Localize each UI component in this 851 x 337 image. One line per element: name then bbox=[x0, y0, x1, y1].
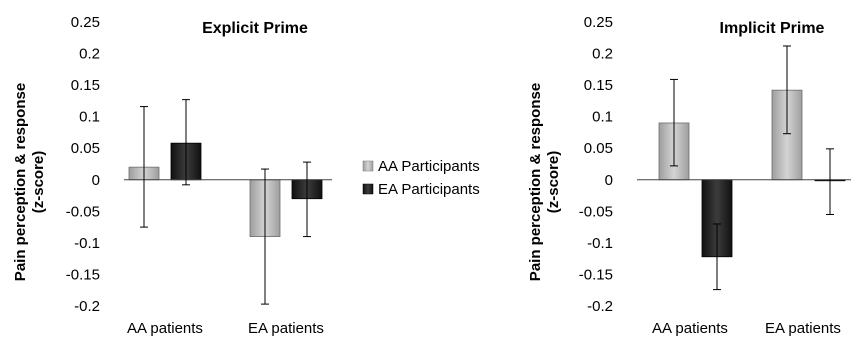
y-tick-label: 0.1 bbox=[79, 109, 100, 126]
y-tick-label: -0.1 bbox=[587, 235, 613, 252]
y-tick-label: -0.05 bbox=[66, 203, 100, 220]
y-tick-label: -0.2 bbox=[74, 298, 100, 315]
legend: AA Participants EA Participants bbox=[362, 158, 480, 198]
category-label: EA patients bbox=[248, 320, 324, 337]
y-tick-label: 0.1 bbox=[592, 109, 613, 126]
y-tick-label: 0.05 bbox=[584, 140, 613, 157]
chart-implicit-prime: Implicit Prime Pain perception & respons… bbox=[527, 14, 851, 337]
legend-swatch-ea bbox=[362, 183, 374, 195]
y-tick-label: 0.15 bbox=[71, 77, 100, 94]
legend-label: EA Participants bbox=[378, 181, 480, 198]
y-tick-label: 0.15 bbox=[584, 77, 613, 94]
y-tick-label: -0.15 bbox=[579, 266, 613, 283]
category-label: AA patients bbox=[652, 320, 728, 337]
y-tick-label: 0.05 bbox=[71, 140, 100, 157]
y-tick-label: 0 bbox=[92, 172, 100, 189]
category-label: EA patients bbox=[765, 320, 841, 337]
y-tick-label: 0.25 bbox=[584, 14, 613, 31]
y-tick-label: -0.1 bbox=[74, 235, 100, 252]
y-tick-label: -0.05 bbox=[579, 203, 613, 220]
y-tick-label: 0.25 bbox=[71, 14, 100, 31]
y-tick-label: 0.2 bbox=[79, 46, 100, 63]
y-axis-label-line1: Pain perception & response bbox=[527, 83, 544, 281]
y-tick-label: -0.2 bbox=[587, 298, 613, 315]
y-axis-label-line2: (z-score) bbox=[30, 151, 47, 214]
y-axis-label-line1: Pain perception & response bbox=[12, 83, 29, 281]
category-label: AA patients bbox=[127, 320, 203, 337]
legend-label: AA Participants bbox=[378, 158, 480, 175]
legend-swatch-aa bbox=[362, 160, 374, 172]
y-tick-label: 0 bbox=[605, 172, 613, 189]
y-tick-label: -0.15 bbox=[66, 266, 100, 283]
y-axis-label-line2: (z-score) bbox=[545, 151, 562, 214]
chart-explicit-prime: Explicit Prime Pain perception & respons… bbox=[12, 14, 332, 337]
y-tick-label: 0.2 bbox=[592, 46, 613, 63]
chart-title: Implicit Prime bbox=[720, 20, 825, 37]
chart-title: Explicit Prime bbox=[202, 20, 308, 37]
